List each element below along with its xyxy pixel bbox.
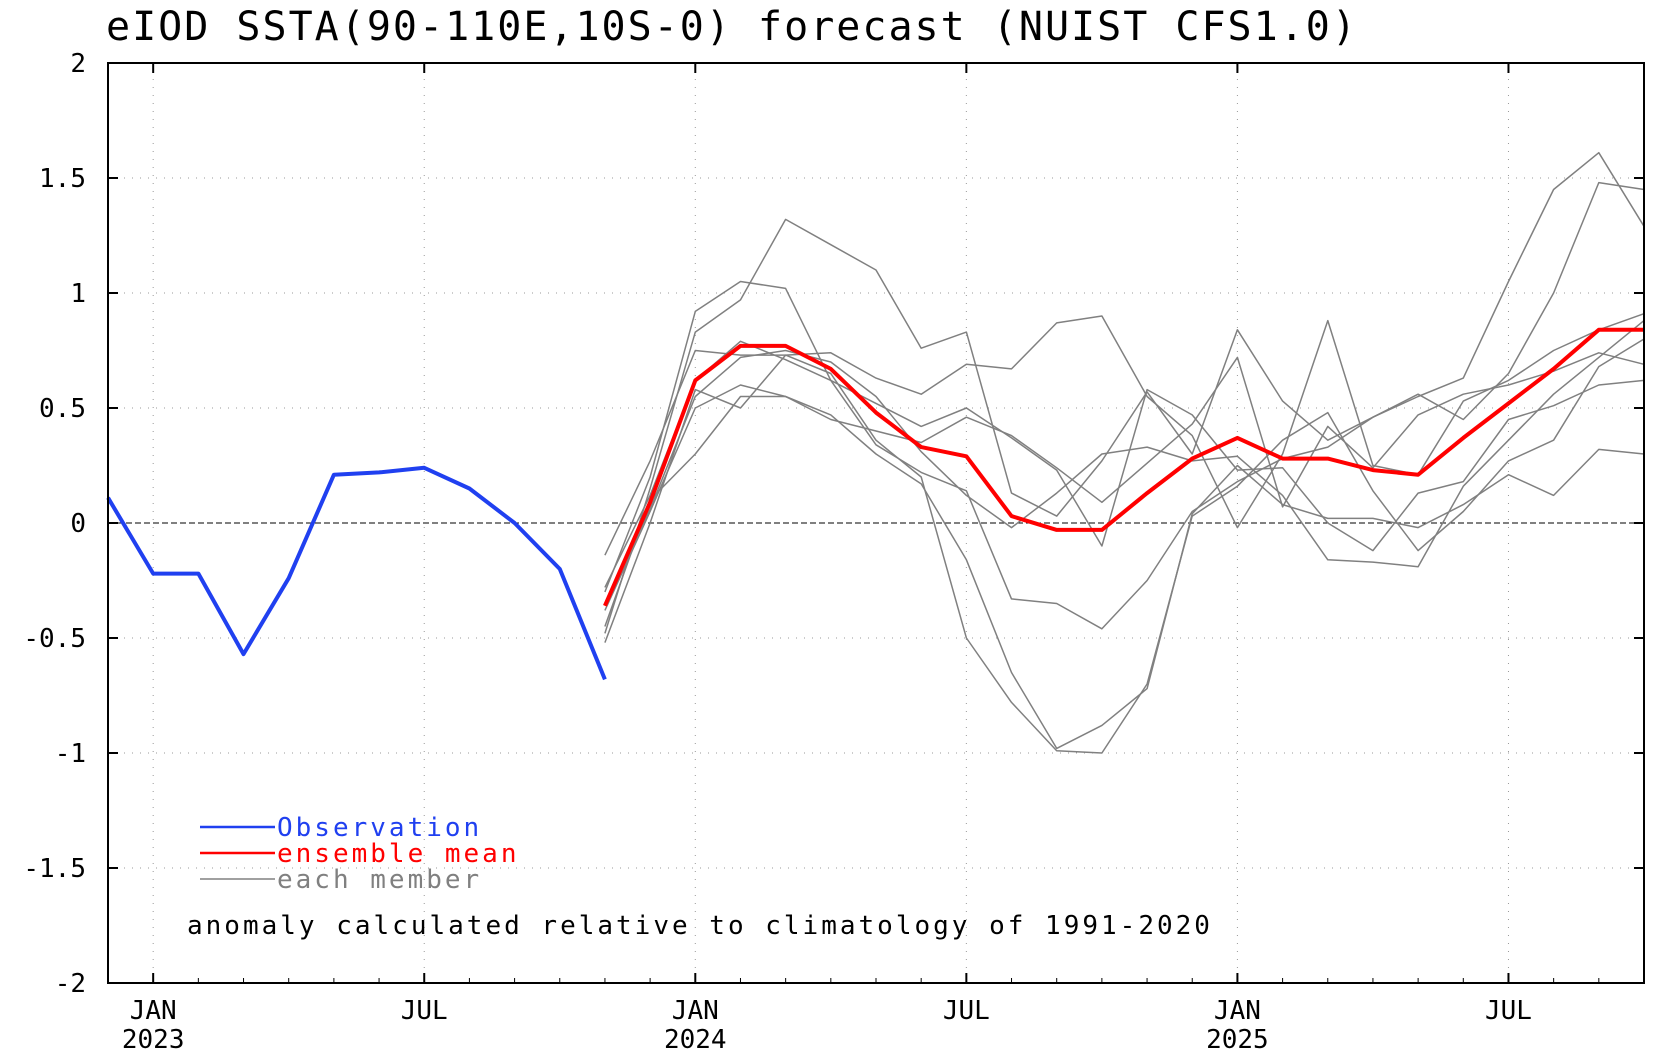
chart-title: eIOD SSTA(90-110E,10S-0) forecast (NUIST… xyxy=(106,4,1358,50)
legend-label: Observation xyxy=(277,813,482,843)
member-line xyxy=(604,312,1645,556)
ensemble-mean-layer xyxy=(603,327,1644,607)
axis-ticks xyxy=(107,62,1645,984)
y-tick-label: -1 xyxy=(55,739,86,769)
member-line xyxy=(604,340,1645,588)
y-tick-label: -1.5 xyxy=(23,854,86,884)
x-tick-label-month: JAN xyxy=(672,996,719,1026)
y-axis-labels: 2 1.5 1 0.5 0 -0.5 -1 -1.5 -2 xyxy=(23,49,86,999)
member-line xyxy=(604,320,1645,604)
legend-label: each member xyxy=(277,865,482,895)
climatology-note: anomaly calculated relative to climatolo… xyxy=(187,911,1213,941)
member-line xyxy=(604,338,1645,754)
member-line xyxy=(604,181,1645,634)
x-tick-label-year: 2025 xyxy=(1206,1025,1269,1052)
x-tick-label-year: 2023 xyxy=(122,1025,185,1052)
y-tick-label: -0.5 xyxy=(23,624,86,654)
x-tick-label-month: JUL xyxy=(1485,996,1532,1026)
member-line xyxy=(604,352,1645,611)
member-line xyxy=(604,395,1645,750)
x-tick-label-month: JAN xyxy=(1214,996,1261,1026)
y-tick-label: -2 xyxy=(55,969,86,999)
observation-layer xyxy=(106,465,607,681)
y-tick-label: 2 xyxy=(70,49,86,79)
y-tick-label: 1.5 xyxy=(39,164,86,194)
x-tick-label-month: JUL xyxy=(943,996,990,1026)
legend-label: ensemble mean xyxy=(277,839,520,869)
x-tick-label-month: JAN xyxy=(130,996,177,1026)
grid xyxy=(108,63,1644,983)
member-lines xyxy=(604,151,1645,754)
x-tick-label-month: JUL xyxy=(401,996,448,1026)
y-tick-label: 1 xyxy=(70,279,86,309)
x-tick-label-year: 2024 xyxy=(664,1025,727,1052)
y-tick-label: 0.5 xyxy=(39,394,86,424)
y-tick-label: 0 xyxy=(70,509,86,539)
ensemble-mean-line xyxy=(603,327,1644,607)
observation-line xyxy=(106,465,607,681)
member-line xyxy=(604,151,1645,630)
